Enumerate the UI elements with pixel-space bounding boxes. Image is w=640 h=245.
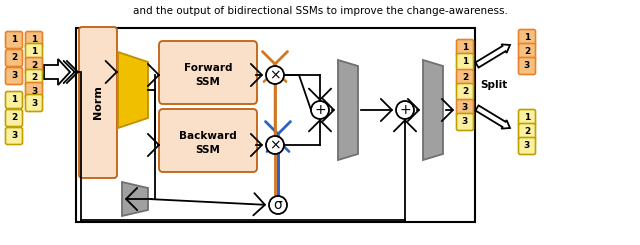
FancyBboxPatch shape <box>456 84 474 100</box>
FancyBboxPatch shape <box>26 44 42 61</box>
Text: SSM: SSM <box>196 77 220 87</box>
Circle shape <box>311 101 329 119</box>
Text: 2: 2 <box>31 61 37 71</box>
Text: 2: 2 <box>11 113 17 122</box>
Text: +: + <box>399 103 411 117</box>
FancyBboxPatch shape <box>518 29 536 47</box>
Polygon shape <box>122 182 148 216</box>
Text: 2: 2 <box>462 87 468 97</box>
Text: 3: 3 <box>11 132 17 140</box>
Text: 1: 1 <box>11 36 17 45</box>
Text: 1: 1 <box>462 58 468 66</box>
FancyBboxPatch shape <box>518 58 536 74</box>
Text: 2: 2 <box>31 74 37 83</box>
FancyBboxPatch shape <box>456 39 474 57</box>
FancyBboxPatch shape <box>159 41 257 104</box>
FancyBboxPatch shape <box>456 70 474 86</box>
Text: 1: 1 <box>462 44 468 52</box>
Text: 1: 1 <box>524 113 530 122</box>
FancyBboxPatch shape <box>518 137 536 155</box>
Polygon shape <box>476 105 510 129</box>
Polygon shape <box>423 60 443 160</box>
Text: 1: 1 <box>11 96 17 105</box>
FancyBboxPatch shape <box>6 49 22 66</box>
FancyBboxPatch shape <box>6 68 22 85</box>
FancyBboxPatch shape <box>6 91 22 109</box>
FancyBboxPatch shape <box>456 99 474 117</box>
FancyBboxPatch shape <box>79 27 117 178</box>
FancyBboxPatch shape <box>518 44 536 61</box>
Text: SSM: SSM <box>196 145 220 155</box>
Text: +: + <box>314 103 326 117</box>
FancyBboxPatch shape <box>6 127 22 145</box>
Text: 2: 2 <box>524 48 530 57</box>
Text: 3: 3 <box>462 103 468 112</box>
FancyBboxPatch shape <box>26 58 42 74</box>
Text: 1: 1 <box>524 34 530 42</box>
Text: 1: 1 <box>31 48 37 57</box>
Text: Norm: Norm <box>93 85 103 119</box>
Circle shape <box>266 136 284 154</box>
Polygon shape <box>118 52 148 128</box>
Text: Forward: Forward <box>184 63 232 73</box>
FancyBboxPatch shape <box>6 110 22 126</box>
Text: ×: × <box>269 68 281 82</box>
FancyBboxPatch shape <box>159 109 257 172</box>
Text: 2: 2 <box>524 127 530 136</box>
Text: ×: × <box>269 138 281 152</box>
FancyBboxPatch shape <box>456 53 474 71</box>
FancyBboxPatch shape <box>456 113 474 131</box>
Text: and the output of bidirectional SSMs to improve the change-awareness.: and the output of bidirectional SSMs to … <box>132 6 508 16</box>
FancyBboxPatch shape <box>6 32 22 49</box>
Text: 3: 3 <box>524 142 530 150</box>
Circle shape <box>269 196 287 214</box>
Text: 3: 3 <box>31 86 37 96</box>
FancyBboxPatch shape <box>26 32 42 49</box>
Text: 3: 3 <box>462 118 468 126</box>
FancyBboxPatch shape <box>518 123 536 140</box>
FancyBboxPatch shape <box>26 95 42 111</box>
Text: 3: 3 <box>11 72 17 81</box>
Circle shape <box>266 66 284 84</box>
Polygon shape <box>338 60 358 160</box>
Text: σ: σ <box>274 198 282 212</box>
Text: Backward: Backward <box>179 131 237 141</box>
Text: 1: 1 <box>31 36 37 45</box>
FancyBboxPatch shape <box>26 70 42 86</box>
Text: 2: 2 <box>11 53 17 62</box>
Polygon shape <box>476 44 510 68</box>
FancyBboxPatch shape <box>518 110 536 126</box>
Text: Split: Split <box>480 80 508 90</box>
Polygon shape <box>44 59 70 85</box>
Text: 3: 3 <box>31 98 37 108</box>
Circle shape <box>396 101 414 119</box>
Text: 3: 3 <box>524 61 530 71</box>
Text: 2: 2 <box>462 74 468 83</box>
FancyBboxPatch shape <box>26 83 42 99</box>
